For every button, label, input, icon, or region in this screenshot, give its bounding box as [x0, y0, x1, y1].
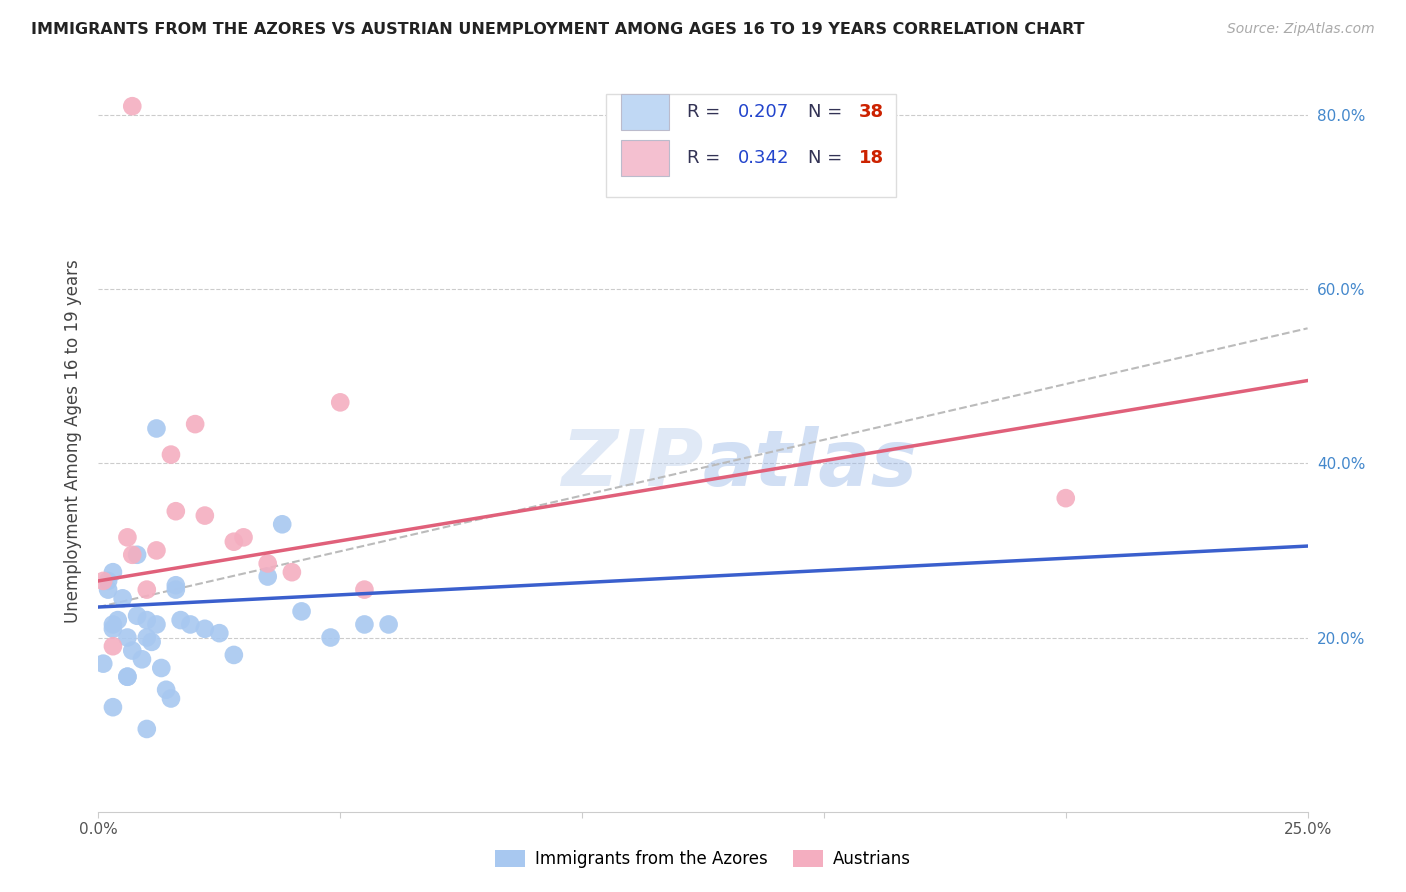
Point — [165, 504, 187, 518]
Point — [91, 657, 114, 671]
Point — [141, 635, 163, 649]
Point — [319, 631, 342, 645]
Point — [179, 617, 201, 632]
Legend: Immigrants from the Azores, Austrians: Immigrants from the Azores, Austrians — [488, 843, 918, 875]
Point — [290, 604, 312, 618]
Point — [160, 448, 183, 462]
Point — [135, 582, 157, 597]
Point — [194, 508, 217, 523]
Point — [256, 557, 278, 571]
Point — [165, 582, 187, 597]
Point — [121, 643, 143, 657]
Point — [107, 613, 129, 627]
Point — [135, 722, 157, 736]
Point — [184, 417, 207, 431]
Point — [160, 691, 183, 706]
Point — [97, 574, 120, 588]
Point — [91, 574, 114, 588]
Point — [256, 569, 278, 583]
Point — [145, 421, 167, 435]
Text: IMMIGRANTS FROM THE AZORES VS AUSTRIAN UNEMPLOYMENT AMONG AGES 16 TO 19 YEARS CO: IMMIGRANTS FROM THE AZORES VS AUSTRIAN U… — [31, 22, 1084, 37]
Point — [101, 565, 124, 579]
Text: atlas: atlas — [703, 425, 918, 502]
Point — [117, 670, 139, 684]
Point — [127, 608, 149, 623]
Text: N =: N = — [808, 149, 848, 167]
Point — [145, 543, 167, 558]
Point — [111, 591, 134, 606]
Point — [117, 670, 139, 684]
FancyBboxPatch shape — [606, 94, 897, 197]
Point — [353, 617, 375, 632]
Point — [145, 617, 167, 632]
Text: 18: 18 — [859, 149, 884, 167]
Point — [281, 565, 304, 579]
Point — [222, 534, 245, 549]
Point — [127, 548, 149, 562]
Text: N =: N = — [808, 103, 848, 121]
Point — [1054, 491, 1077, 505]
Point — [150, 661, 173, 675]
Point — [101, 700, 124, 714]
Text: R =: R = — [688, 149, 727, 167]
FancyBboxPatch shape — [621, 95, 669, 130]
Point — [165, 578, 187, 592]
Point — [131, 652, 153, 666]
Point — [232, 530, 254, 544]
Point — [194, 622, 217, 636]
Point — [155, 682, 177, 697]
Text: ZIP: ZIP — [561, 425, 703, 502]
Point — [117, 530, 139, 544]
Point — [135, 613, 157, 627]
Point — [101, 617, 124, 632]
Text: Source: ZipAtlas.com: Source: ZipAtlas.com — [1227, 22, 1375, 37]
Text: 0.342: 0.342 — [738, 149, 790, 167]
Text: 0.207: 0.207 — [738, 103, 789, 121]
Y-axis label: Unemployment Among Ages 16 to 19 years: Unemployment Among Ages 16 to 19 years — [63, 260, 82, 624]
Text: R =: R = — [688, 103, 727, 121]
Point — [101, 622, 124, 636]
Point — [121, 548, 143, 562]
Point — [271, 517, 294, 532]
Point — [353, 582, 375, 597]
FancyBboxPatch shape — [621, 140, 669, 176]
Point — [169, 613, 191, 627]
Point — [377, 617, 399, 632]
Point — [117, 631, 139, 645]
Point — [97, 582, 120, 597]
Text: 38: 38 — [859, 103, 884, 121]
Point — [101, 639, 124, 653]
Point — [208, 626, 231, 640]
Point — [135, 631, 157, 645]
Point — [222, 648, 245, 662]
Point — [121, 99, 143, 113]
Point — [329, 395, 352, 409]
